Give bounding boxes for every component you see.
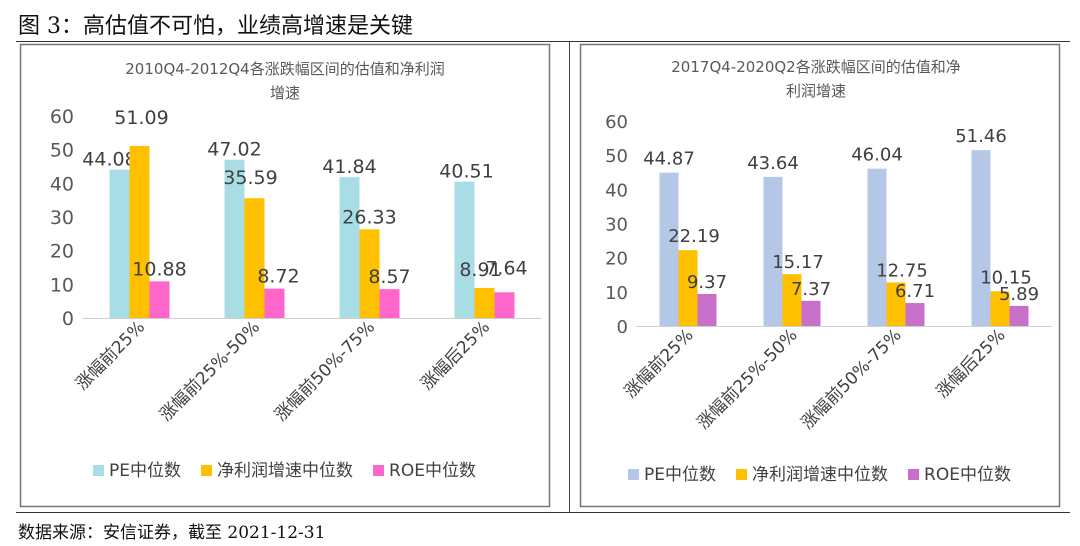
bar bbox=[379, 289, 400, 318]
bar bbox=[474, 288, 495, 318]
y-tick-label: 10 bbox=[50, 274, 74, 296]
bar bbox=[763, 176, 783, 326]
bar bbox=[244, 198, 265, 318]
legend: PE中位数 净利润增速中位数 ROE中位数 bbox=[93, 461, 476, 481]
data-label: 8.91 bbox=[459, 259, 501, 281]
legend-label: ROE中位数 bbox=[389, 461, 476, 481]
y-tick-label: 60 bbox=[605, 112, 628, 133]
data-label: 51.09 bbox=[114, 107, 168, 129]
bar bbox=[149, 281, 170, 318]
panel-divider bbox=[569, 42, 570, 512]
bar bbox=[886, 282, 906, 326]
bar bbox=[801, 300, 821, 326]
bar bbox=[1009, 305, 1029, 326]
data-label: 46.04 bbox=[851, 145, 903, 166]
y-tick-label: 30 bbox=[605, 215, 628, 236]
bar bbox=[359, 229, 380, 318]
bottom-rule bbox=[16, 512, 1070, 513]
data-label: 5.89 bbox=[999, 284, 1039, 305]
legend-label: 净利润增速中位数 bbox=[217, 461, 353, 481]
data-label: 40.51 bbox=[439, 161, 493, 183]
y-tick-label: 50 bbox=[50, 140, 74, 162]
data-label: 41.84 bbox=[322, 156, 376, 178]
chart-title: 增速 bbox=[270, 84, 300, 102]
y-tick-label: 40 bbox=[605, 180, 628, 201]
legend-swatch bbox=[736, 469, 748, 480]
data-label: 26.33 bbox=[342, 206, 396, 228]
chart-title: 2010Q4-2012Q4各涨跌幅区间的估值和净利润 bbox=[125, 60, 444, 78]
data-label: 35.59 bbox=[223, 167, 277, 189]
data-label: 8.57 bbox=[368, 266, 410, 288]
data-label: 7.37 bbox=[791, 279, 831, 300]
chart-title: 2017Q4-2020Q2各涨跌幅区间的估值和净 bbox=[671, 58, 960, 76]
data-label: 44.08 bbox=[82, 149, 136, 171]
legend-label: 净利润增速中位数 bbox=[752, 465, 888, 485]
legend-swatch bbox=[908, 469, 920, 480]
bar bbox=[494, 292, 515, 318]
bar bbox=[454, 181, 475, 318]
bar bbox=[678, 250, 698, 326]
legend-swatch bbox=[373, 465, 385, 476]
legend-swatch bbox=[628, 469, 640, 480]
bar bbox=[867, 168, 887, 326]
data-label: 22.19 bbox=[668, 226, 720, 247]
y-tick-label: 50 bbox=[605, 146, 628, 167]
legend-label: ROE中位数 bbox=[924, 465, 1011, 485]
data-label: 6.71 bbox=[895, 281, 935, 302]
y-tick-label: 0 bbox=[617, 317, 628, 338]
legend-swatch bbox=[93, 465, 105, 476]
bar bbox=[224, 159, 245, 318]
data-label: 8.72 bbox=[257, 266, 299, 288]
data-label: 10.15 bbox=[980, 267, 1032, 288]
y-tick-label: 20 bbox=[50, 241, 74, 263]
bar bbox=[697, 293, 717, 326]
y-tick-label: 10 bbox=[605, 283, 628, 304]
top-rule bbox=[16, 41, 1070, 42]
data-label: 12.75 bbox=[876, 260, 928, 281]
chart-title: 利润增速 bbox=[786, 82, 846, 100]
y-tick-label: 20 bbox=[605, 249, 628, 270]
bar bbox=[109, 169, 130, 318]
bar bbox=[990, 291, 1010, 326]
figure-title: 图 3：高估值不可怕，业绩高增速是关键 bbox=[18, 14, 413, 39]
y-tick-label: 0 bbox=[62, 308, 74, 330]
legend: PE中位数 净利润增速中位数 ROE中位数 bbox=[628, 465, 1011, 485]
bar bbox=[129, 145, 150, 318]
legend-label: PE中位数 bbox=[109, 461, 181, 481]
bar bbox=[339, 177, 360, 318]
data-label: 51.46 bbox=[955, 126, 1007, 147]
data-label: 9.37 bbox=[687, 272, 727, 293]
source-note: 数据来源：安信证券，截至 2021-12-31 bbox=[18, 523, 326, 543]
y-tick-label: 30 bbox=[50, 207, 74, 229]
legend-swatch bbox=[201, 465, 213, 476]
data-label: 44.87 bbox=[643, 149, 695, 170]
data-label: 47.02 bbox=[207, 139, 261, 161]
data-label: 15.17 bbox=[772, 252, 824, 273]
bar bbox=[659, 172, 679, 326]
data-label: 10.88 bbox=[132, 258, 186, 280]
bar bbox=[782, 274, 802, 326]
y-tick-label: 40 bbox=[50, 173, 74, 195]
data-label: 7.64 bbox=[485, 257, 527, 279]
bar bbox=[971, 150, 991, 326]
bar bbox=[905, 303, 925, 326]
data-label: 43.64 bbox=[747, 153, 799, 174]
y-tick-label: 60 bbox=[50, 106, 74, 128]
bar bbox=[264, 288, 285, 318]
legend-label: PE中位数 bbox=[644, 465, 716, 485]
